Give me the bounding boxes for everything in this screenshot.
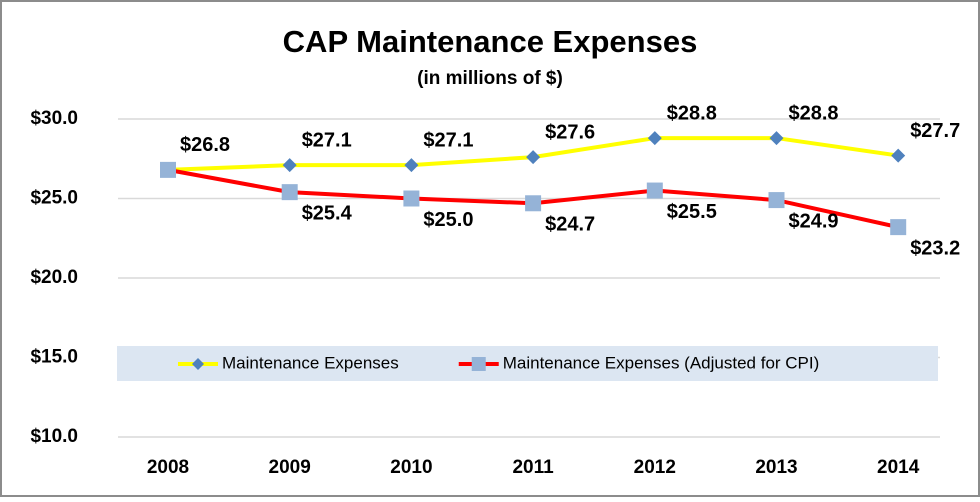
point [890, 219, 907, 236]
point [646, 182, 663, 199]
legend-marker [192, 358, 204, 370]
x-tick-label: 2014 [877, 457, 920, 478]
legend-label: Maintenance Expenses [222, 353, 399, 372]
chart-subtitle: (in millions of $) [417, 68, 563, 89]
data-label: $23.2 [910, 237, 960, 259]
point [769, 131, 784, 146]
y-tick-label: $20.0 [30, 267, 78, 288]
x-tick-label: 2010 [390, 457, 432, 478]
point [768, 192, 785, 209]
chart-title: CAP Maintenance Expenses [283, 24, 698, 59]
x-tick-label: 2013 [755, 457, 797, 478]
y-tick-label: $25.0 [30, 188, 78, 209]
legend: Maintenance Expenses Maintenance Expenses… [178, 353, 819, 372]
x-tick-label: 2012 [634, 457, 676, 478]
legend-box [117, 346, 938, 381]
data-label: $25.0 [423, 209, 473, 231]
data-label: $26.8 [180, 134, 230, 156]
data-label: $25.4 [302, 202, 353, 224]
data-label: $28.8 [789, 102, 839, 124]
data-label: $27.1 [423, 129, 473, 151]
data-label: $24.7 [545, 214, 595, 236]
x-tick-label: 2009 [269, 457, 311, 478]
plot: $26.8 $27.1 $27.1 $27.6 $28.8 $28.8 $27.7 $25.4… [160, 102, 960, 259]
x-tick-label: 2011 [512, 457, 554, 478]
data-label: $28.8 [667, 102, 717, 124]
point [281, 184, 298, 201]
data-label: $25.5 [667, 201, 717, 223]
point [160, 161, 176, 178]
y-tick-label: $15.0 [30, 347, 78, 368]
grid: $10.0 $15.0 $20.0 $25.0 $30.0 2008 2009 2010 201… [30, 108, 940, 478]
data-label: $27.1 [302, 129, 352, 151]
data-label: $24.9 [789, 210, 839, 232]
x-tick-label: 2008 [147, 457, 189, 478]
data-label: $27.7 [910, 120, 960, 142]
point [403, 190, 420, 207]
data-label: $27.6 [545, 121, 595, 143]
point [526, 150, 541, 165]
point [404, 158, 419, 173]
legend-marker [471, 357, 486, 371]
point [282, 158, 297, 173]
legend-label: Maintenance Expenses (Adjusted for CPI) [503, 353, 820, 372]
point [647, 131, 662, 146]
point [525, 195, 542, 212]
point [891, 148, 906, 163]
y-tick-label: $30.0 [30, 108, 78, 129]
y-tick-label: $10.0 [30, 426, 78, 447]
